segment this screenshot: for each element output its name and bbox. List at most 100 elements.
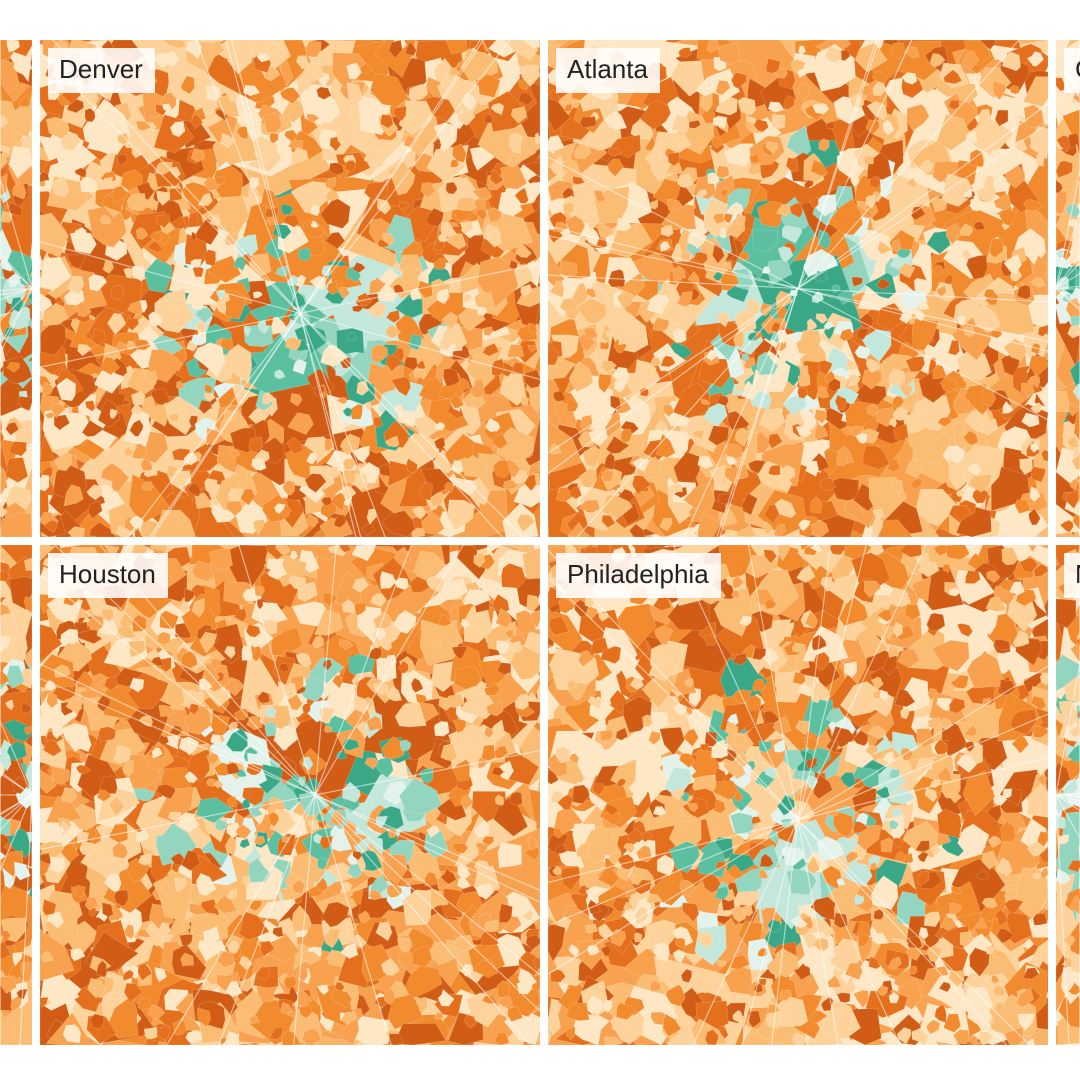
highway-line — [1056, 211, 1080, 289]
census-tract — [930, 197, 948, 213]
census-tract — [897, 262, 916, 279]
census-tract — [351, 305, 364, 313]
census-tract — [515, 244, 533, 258]
census-tract — [979, 40, 996, 51]
census-tract — [759, 407, 786, 432]
census-tract — [67, 526, 86, 537]
census-tract — [948, 504, 973, 523]
census-tract — [103, 491, 118, 507]
census-tract — [1029, 485, 1041, 503]
census-tract — [579, 116, 597, 129]
census-tract — [678, 47, 692, 59]
census-tract — [484, 418, 501, 433]
census-tract — [326, 465, 341, 480]
census-tract — [450, 159, 460, 168]
census-tract — [510, 105, 528, 124]
census-tract — [5, 105, 32, 139]
census-tract — [676, 291, 693, 308]
census-tract — [433, 257, 447, 270]
census-tract — [797, 45, 807, 55]
census-tract — [522, 40, 540, 49]
map-panel-atlanta: Atlanta — [548, 40, 1048, 537]
census-tract — [84, 107, 96, 123]
census-tract — [701, 107, 717, 124]
census-tract — [363, 149, 382, 165]
census-tract — [969, 197, 984, 212]
census-tract — [777, 246, 794, 263]
census-tract — [135, 226, 149, 240]
census-tract — [876, 278, 891, 290]
census-tract — [425, 207, 444, 227]
choropleth-map — [40, 40, 540, 537]
census-tract — [405, 457, 418, 474]
census-tract — [1009, 84, 1020, 95]
census-tract — [622, 291, 634, 307]
census-tract — [385, 309, 401, 324]
census-tract — [979, 418, 999, 436]
census-tract — [771, 113, 786, 130]
census-tract — [604, 452, 616, 471]
census-tract — [316, 86, 332, 100]
census-tract — [834, 394, 848, 411]
census-tract — [912, 478, 923, 488]
census-tract — [827, 378, 841, 392]
census-tract — [954, 83, 979, 103]
census-tract — [79, 176, 98, 193]
census-tract — [604, 110, 628, 130]
census-tract — [336, 327, 365, 355]
census-tract — [815, 438, 830, 453]
census-tract — [958, 444, 1006, 488]
census-tract — [300, 62, 325, 82]
census-tract — [857, 313, 874, 328]
census-tract — [568, 360, 594, 393]
census-tract — [904, 46, 920, 59]
city-label: C — [1064, 48, 1080, 93]
census-tract — [770, 321, 781, 333]
census-tract — [482, 342, 500, 357]
census-tract — [700, 398, 711, 406]
map-panel-partial-left-top — [0, 40, 32, 537]
census-tract — [670, 60, 706, 97]
census-tract — [521, 64, 540, 88]
census-tract — [60, 132, 81, 152]
census-tract — [220, 337, 234, 352]
census-tract — [140, 458, 154, 472]
census-tract — [944, 274, 954, 285]
census-tract — [452, 143, 467, 163]
census-tract — [154, 52, 170, 69]
census-tract — [40, 171, 50, 183]
census-tract — [553, 390, 566, 402]
census-tract — [639, 99, 672, 130]
census-tract — [652, 40, 668, 50]
census-tract — [150, 387, 170, 406]
census-tract — [215, 95, 234, 110]
census-tract — [720, 189, 730, 197]
census-tract — [682, 483, 716, 515]
census-tract — [8, 302, 31, 330]
census-tract — [943, 69, 963, 85]
census-tract — [1041, 449, 1048, 462]
census-tract — [672, 265, 687, 283]
census-tract — [414, 415, 442, 437]
census-tract — [1001, 51, 1022, 72]
census-tract — [905, 459, 923, 479]
census-tract — [292, 358, 307, 375]
census-tract — [764, 521, 773, 535]
census-tract — [381, 233, 395, 246]
census-tract — [1021, 412, 1040, 428]
census-tract — [987, 147, 1023, 178]
census-tract — [97, 398, 121, 428]
census-tract — [455, 197, 477, 211]
census-tract — [508, 154, 521, 168]
census-tract — [1037, 324, 1048, 337]
census-tract — [0, 173, 8, 197]
census-tract — [491, 432, 508, 450]
census-tract — [256, 52, 271, 63]
census-tract — [615, 217, 632, 232]
census-tract — [628, 523, 646, 537]
census-tract — [281, 95, 304, 123]
census-tract — [818, 360, 833, 376]
census-tract — [607, 268, 626, 288]
census-tract — [660, 224, 674, 238]
census-tract — [381, 510, 415, 537]
